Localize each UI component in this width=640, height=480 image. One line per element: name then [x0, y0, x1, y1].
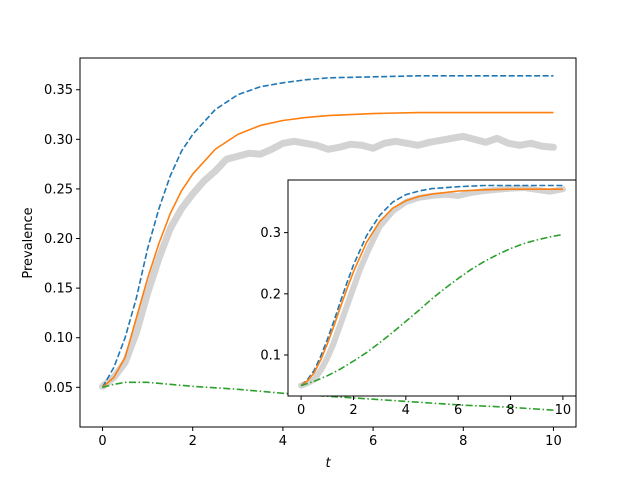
main-series-2-line [102, 111, 554, 388]
inset-x-tick-label: 2 [349, 403, 357, 418]
main-x-tick-label: 8 [459, 434, 467, 449]
inset-x-tick-label: 0 [297, 403, 305, 418]
inset-ticks: 0 2 4 6 8 10 0.1 0.2 0.3 [260, 226, 571, 418]
y-axis-label: Prevalence [21, 207, 36, 278]
main-y-tick-label: 0.35 [44, 83, 73, 98]
main-x-tick-label: 0 [98, 434, 106, 449]
inset-series-2-line [300, 188, 563, 387]
inset-y-tick-label: 0.3 [260, 226, 281, 241]
inset-y-tick-label: 0.1 [260, 349, 281, 364]
main-x-tick-label: 4 [279, 434, 287, 449]
inset-series-3-line [300, 233, 564, 387]
inset-plot-area [288, 180, 576, 396]
main-y-tick-label: 0.05 [44, 381, 73, 396]
main-y-tick-label: 0.10 [44, 331, 73, 346]
main-y-tick-label: 0.15 [44, 282, 73, 297]
main-series-0-line [99, 132, 557, 390]
main-ticks: 0 2 4 6 8 100.050.100.150.200.250.300.35 [44, 83, 562, 449]
main-series-group [99, 75, 557, 411]
inset-x-tick-label: 10 [555, 403, 572, 418]
inset-x-tick-label: 6 [454, 403, 462, 418]
inset-axes: 0 2 4 6 8 10 0.1 0.2 0.3 [260, 179, 577, 418]
x-axis-label: t [325, 456, 331, 471]
inset-frame [287, 179, 577, 397]
main-y-tick-label: 0.25 [44, 182, 73, 197]
main-series-1-line [101, 75, 554, 388]
main-y-tick-label: 0.30 [44, 133, 73, 148]
inset-x-tick-label: 4 [402, 403, 410, 418]
main-x-tick-label: 6 [369, 434, 377, 449]
main-x-tick-label: 2 [189, 434, 197, 449]
main-x-tick-label: 10 [545, 434, 562, 449]
inset-y-tick-label: 0.2 [260, 287, 281, 302]
inset-series-group [298, 184, 566, 389]
main-series-3-line [102, 381, 554, 411]
main-y-tick-label: 0.20 [44, 232, 73, 247]
inset-x-tick-label: 8 [506, 403, 514, 418]
inset-series-1-line [300, 184, 563, 387]
